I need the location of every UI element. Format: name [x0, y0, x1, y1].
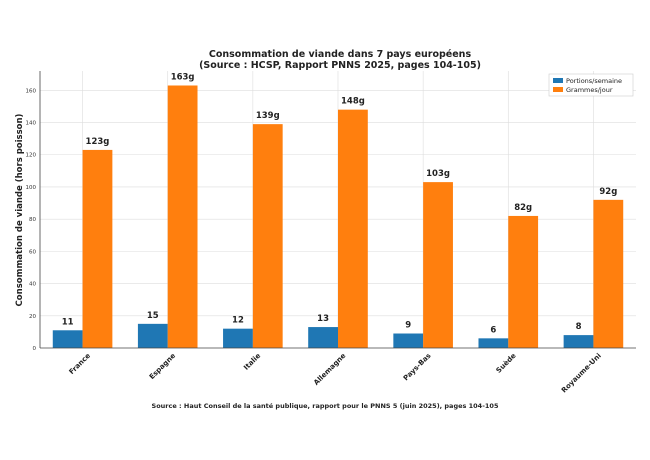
data-label: 11: [62, 317, 74, 327]
bar-portions: [52, 330, 83, 348]
bar-grammes: [338, 109, 368, 349]
data-label: 13: [317, 314, 329, 324]
y-tick-label: 140: [26, 121, 37, 127]
legend-box: [548, 73, 634, 97]
y-tick-label: 20: [29, 314, 36, 320]
y-tick-label: 60: [29, 249, 36, 255]
data-label: 92g: [599, 187, 617, 197]
data-label: 103g: [426, 169, 450, 179]
legend-label: Grammes/jour: [566, 86, 613, 94]
data-label: 163g: [171, 72, 195, 82]
bar-grammes: [593, 199, 624, 348]
y-tick-label: 100: [26, 185, 37, 191]
bar-portions: [393, 333, 424, 348]
data-label: 12: [232, 316, 244, 326]
bar-portions: [563, 335, 594, 348]
chart-title: Consommation de viande dans 7 pays europ…: [209, 49, 472, 60]
x-tick-label: Italie: [242, 352, 262, 372]
legend-swatch: [553, 87, 563, 92]
bar-grammes: [508, 215, 539, 348]
y-tick-label: 0: [33, 346, 37, 352]
bar-portions: [137, 323, 168, 348]
data-label: 6: [490, 325, 496, 335]
data-label: 148g: [341, 97, 365, 107]
data-label: 9: [405, 321, 411, 331]
bar-grammes: [252, 124, 283, 348]
legend-label: Portions/semaine: [566, 77, 622, 85]
data-label: 15: [147, 311, 159, 321]
y-tick-label: 160: [26, 88, 37, 94]
data-label: 82g: [514, 203, 532, 213]
y-tick-label: 40: [29, 282, 36, 288]
bar-grammes: [423, 182, 453, 348]
bar-portions: [308, 327, 338, 348]
x-tick-label: Espagne: [148, 352, 177, 381]
source-footnote: Source : Haut Conseil de la santé publiq…: [152, 402, 499, 410]
x-tick-label: Allemagne: [312, 352, 347, 387]
x-tick-label: Royaume-Uni: [560, 352, 603, 395]
bar-portions: [478, 338, 509, 348]
legend-swatch: [553, 78, 563, 83]
bars: 11 15 12 13 9 6 8 123g 163g 139g 148g 103g 82g 92g: [52, 72, 624, 349]
y-axis-label: Consommation de viande (hors poisson): [15, 113, 25, 306]
bar-grammes: [167, 85, 198, 348]
y-tick-label: 120: [26, 153, 37, 159]
data-label: 123g: [86, 137, 110, 147]
data-label: 8: [576, 322, 582, 332]
bar-grammes: [82, 149, 113, 348]
x-tick-label: France: [68, 352, 92, 376]
data-label: 139g: [256, 111, 280, 121]
x-tick-label: Suède: [495, 352, 518, 375]
x-tick-label: Pays-Bas: [402, 352, 433, 383]
bar-portions: [223, 328, 253, 348]
y-tick-label: 80: [29, 217, 36, 223]
chart-subtitle: (Source : HCSP, Rapport PNNS 2025, pages…: [199, 60, 481, 71]
